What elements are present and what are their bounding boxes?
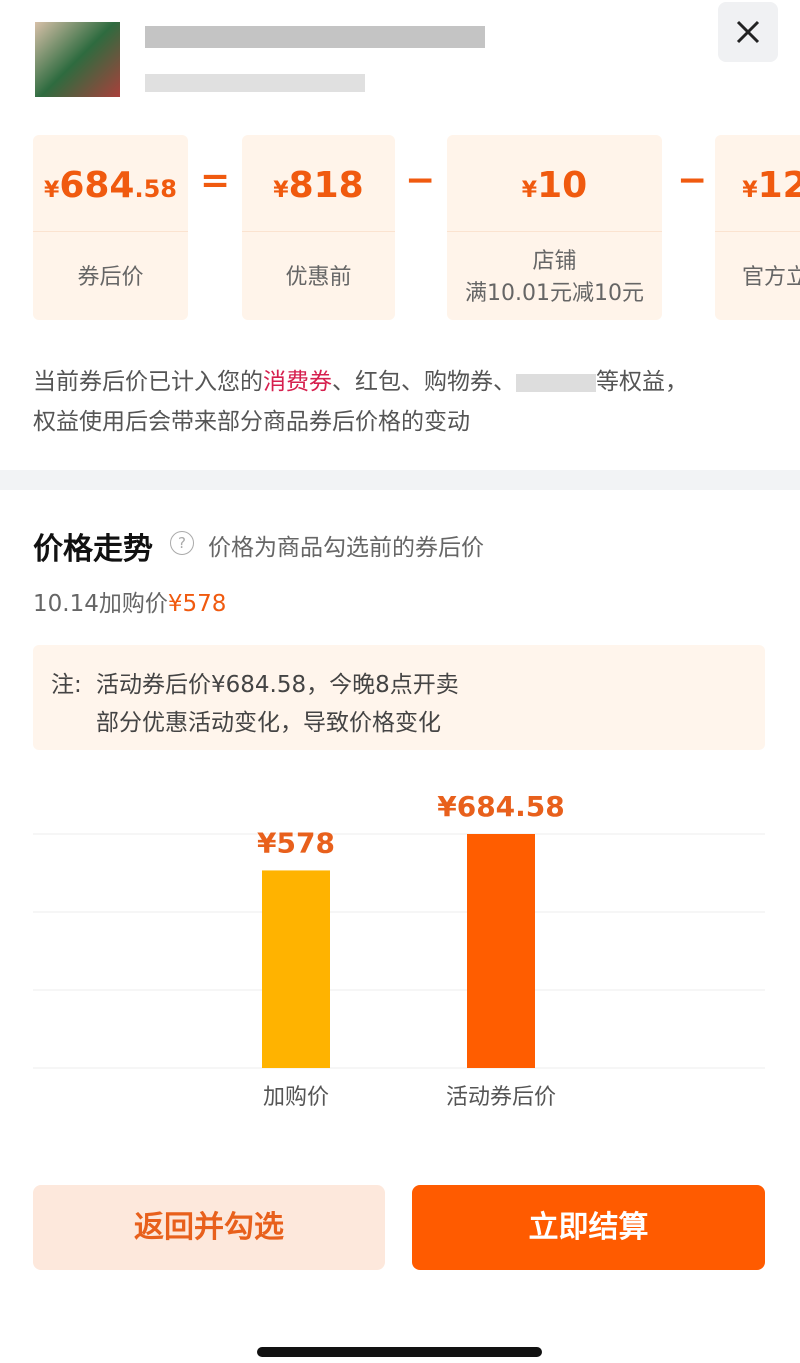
operator: − <box>405 160 436 201</box>
divider <box>715 231 800 232</box>
divider <box>33 231 188 232</box>
amount: ¥10 <box>447 165 662 206</box>
bar <box>262 870 330 1068</box>
currency: ¥ <box>521 178 538 203</box>
currency: ¥ <box>44 178 60 203</box>
divider <box>447 231 662 232</box>
section-title: 价格走势 <box>33 532 153 567</box>
label-line: 店铺 <box>532 249 577 274</box>
operator: = <box>200 160 231 201</box>
x-tick-label: 活动券后价 <box>446 1085 556 1110</box>
label-line: 满10.01元减10元 <box>465 281 644 306</box>
close-button[interactable] <box>718 2 778 62</box>
note-prefix: 注: <box>51 672 82 698</box>
integer: 818 <box>288 165 364 206</box>
card-label: 店铺满10.01元减10元 <box>447 243 662 313</box>
bar-chart: ¥578 加购价 ¥684.58 活动券后价 <box>33 790 765 1110</box>
operator: − <box>677 160 708 201</box>
x-tick-label: 加购价 <box>263 1085 329 1110</box>
price: ¥578 <box>167 591 227 617</box>
value-label: ¥684.58 <box>437 790 565 823</box>
label-line: 优惠前 <box>285 265 352 290</box>
subtitle: 10.14加购价¥578 <box>33 584 226 618</box>
bar <box>467 834 535 1068</box>
card-label: 优惠前 <box>242 243 395 313</box>
note-line: 活动券后价¥684.58，今晚8点开卖 <box>96 672 459 698</box>
price-card: ¥818 优惠前 <box>242 135 395 320</box>
blurred-title <box>145 26 485 48</box>
home-indicator <box>257 1347 542 1357</box>
blurred-subtitle <box>145 74 365 92</box>
currency: ¥ <box>273 178 289 203</box>
checkout-button[interactable]: 立即结算 <box>412 1185 765 1270</box>
divider <box>242 231 395 232</box>
card-label: 券后价 <box>33 243 188 313</box>
text: 10.14加购价 <box>33 591 168 617</box>
amount: ¥684.58 <box>33 165 188 206</box>
price-card: ¥12 官方立 <box>715 135 800 320</box>
back-button[interactable]: 返回并勾选 <box>33 1185 385 1270</box>
amount: ¥818 <box>242 165 395 206</box>
label-line: 券后价 <box>77 265 144 290</box>
value-label: ¥578 <box>257 826 335 859</box>
notice-line: 当前券后价已计入您的消费券、红包、购物券、 等权益， <box>33 362 688 396</box>
text: 、红包、购物券、 <box>332 369 516 395</box>
highlight: 消费券 <box>263 369 332 395</box>
integer: 10 <box>537 165 588 206</box>
product-thumbnail <box>35 22 120 97</box>
decimals: .58 <box>134 175 177 203</box>
notice-line: 权益使用后会带来部分商品券后价格的变动 <box>33 409 470 435</box>
hint: 价格为商品勾选前的券后价 <box>208 535 484 561</box>
separator <box>0 470 800 490</box>
label-line: 官方立 <box>741 265 800 290</box>
text: 当前券后价已计入您的 <box>33 369 263 395</box>
integer: 684 <box>59 165 135 206</box>
integer: 12 <box>757 165 800 206</box>
amount: ¥12 <box>715 165 800 206</box>
note-line: 部分优惠活动变化，导致价格变化 <box>96 710 441 736</box>
note-box: 注: 活动券后价¥684.58，今晚8点开卖 部分优惠活动变化，导致价格变化 <box>33 645 765 750</box>
help-icon[interactable]: ? <box>170 531 194 555</box>
blurred-text <box>516 373 596 392</box>
currency: ¥ <box>742 178 758 203</box>
price-card: ¥10 店铺满10.01元减10元 <box>447 135 662 320</box>
close-icon <box>736 20 760 44</box>
price-card: ¥684.58 券后价 <box>33 135 188 320</box>
text: 等权益， <box>596 369 688 395</box>
card-label: 官方立 <box>715 243 800 313</box>
